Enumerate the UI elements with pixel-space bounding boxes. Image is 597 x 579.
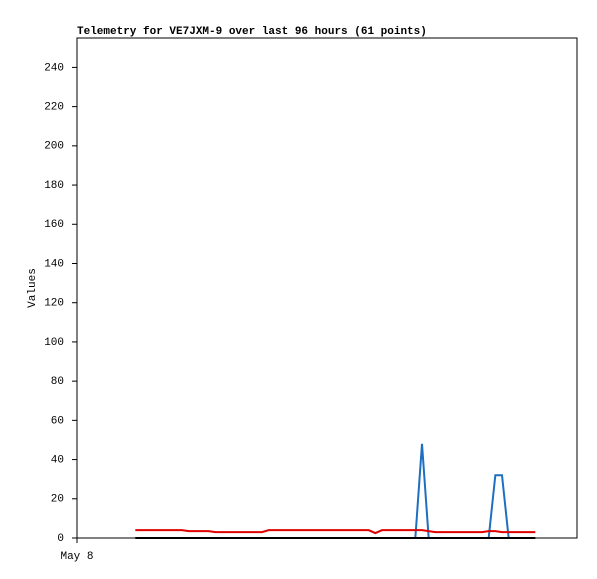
series-line [135, 443, 536, 539]
series-line [135, 529, 536, 535]
y-tick-label: 40 [51, 454, 64, 466]
chart-title: Telemetry for VE7JXM-9 over last 96 hour… [77, 26, 427, 38]
y-tick-label: 80 [51, 376, 64, 388]
y-tick-label: 0 [57, 533, 64, 545]
y-tick-label: 140 [44, 258, 64, 270]
y-tick-label: 200 [44, 141, 64, 153]
y-tick-label: 20 [51, 494, 64, 506]
y-tick-label: 180 [44, 180, 64, 192]
y-tick-label: 60 [51, 415, 64, 427]
y-tick-label: 120 [44, 298, 64, 310]
x-tick-label: May 8 [60, 551, 93, 563]
y-tick-label: 240 [44, 62, 64, 74]
y-tick-label: 220 [44, 102, 64, 114]
y-axis-label: Values [27, 268, 39, 308]
y-tick-label: 160 [44, 219, 64, 231]
y-tick-label: 100 [44, 337, 64, 349]
plot-frame [76, 37, 578, 539]
